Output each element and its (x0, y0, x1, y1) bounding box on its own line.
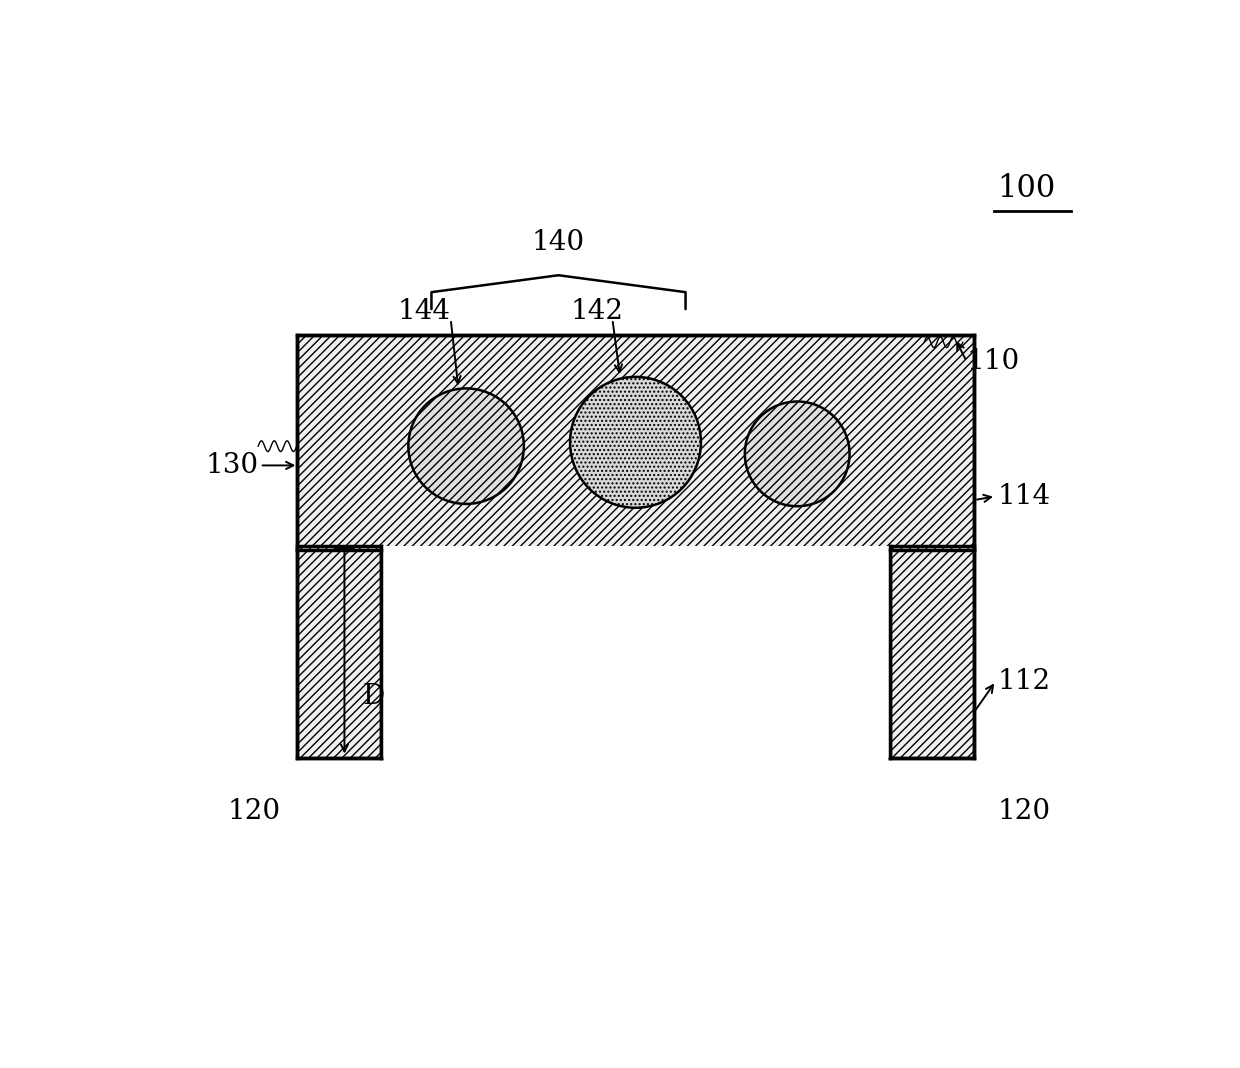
Bar (296, 546, 382, 758)
Circle shape (570, 377, 701, 507)
Bar (889, 546, 975, 758)
Circle shape (408, 389, 523, 504)
Text: 142: 142 (570, 298, 624, 325)
Text: 120: 120 (227, 799, 280, 826)
Text: 100: 100 (997, 173, 1055, 204)
Bar (382, 546, 889, 758)
Text: 110: 110 (967, 348, 1019, 375)
Text: 114: 114 (997, 483, 1050, 509)
Text: 130: 130 (205, 452, 258, 478)
Text: 140: 140 (532, 229, 585, 255)
Text: 112: 112 (997, 668, 1050, 694)
Text: 144: 144 (397, 298, 450, 325)
Text: 120: 120 (997, 799, 1050, 826)
Circle shape (745, 402, 849, 506)
Text: D: D (362, 682, 384, 710)
Bar (296, 334, 975, 550)
